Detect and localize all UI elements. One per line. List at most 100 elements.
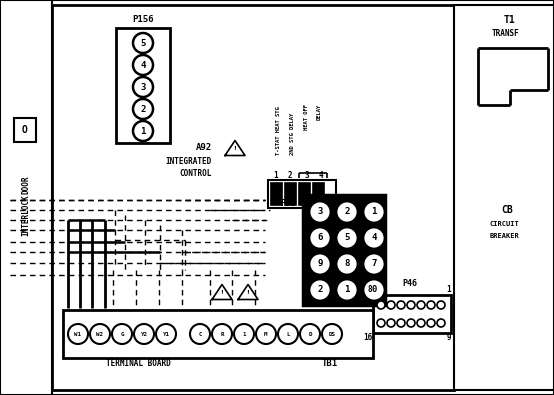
Text: 9: 9 — [317, 260, 322, 269]
Circle shape — [417, 301, 425, 309]
Text: 2: 2 — [140, 105, 146, 113]
Text: 3: 3 — [305, 171, 309, 179]
Text: O: O — [22, 125, 28, 135]
Circle shape — [427, 319, 435, 327]
Text: INTERLOCK: INTERLOCK — [22, 194, 30, 236]
Circle shape — [300, 324, 320, 344]
Text: T-STAT HEAT STG: T-STAT HEAT STG — [276, 106, 281, 155]
Text: CB: CB — [501, 205, 513, 215]
Circle shape — [309, 279, 331, 301]
Bar — [285, 183, 296, 205]
Bar — [303, 195, 385, 305]
Text: 8: 8 — [368, 286, 372, 295]
Text: 1: 1 — [345, 286, 350, 295]
Circle shape — [407, 319, 415, 327]
Circle shape — [336, 279, 358, 301]
Text: 1: 1 — [242, 331, 246, 337]
Text: TB1: TB1 — [322, 359, 338, 367]
Text: 2: 2 — [317, 286, 322, 295]
Text: D: D — [308, 331, 312, 337]
Circle shape — [417, 319, 425, 327]
Text: HEAT OFF: HEAT OFF — [305, 104, 310, 130]
Bar — [454, 5, 554, 390]
Text: 1: 1 — [140, 126, 146, 135]
Circle shape — [336, 201, 358, 223]
Text: INTEGRATED: INTEGRATED — [166, 158, 212, 167]
Circle shape — [363, 227, 385, 249]
Text: 4: 4 — [140, 60, 146, 70]
Text: 3: 3 — [140, 83, 146, 92]
Text: 5: 5 — [140, 38, 146, 47]
Text: 4: 4 — [319, 171, 324, 179]
Text: 2: 2 — [345, 207, 350, 216]
Text: TERMINAL BOARD: TERMINAL BOARD — [106, 359, 171, 367]
Circle shape — [112, 324, 132, 344]
Text: 1: 1 — [447, 286, 452, 295]
Circle shape — [336, 227, 358, 249]
Bar — [63, 310, 373, 358]
Text: 0: 0 — [371, 286, 377, 295]
Circle shape — [397, 301, 405, 309]
Text: DS: DS — [329, 331, 336, 337]
Text: Y2: Y2 — [141, 331, 147, 337]
Text: DOOR: DOOR — [22, 176, 30, 194]
Bar — [52, 5, 454, 390]
Bar — [373, 295, 451, 333]
Text: W1: W1 — [74, 331, 81, 337]
Text: P46: P46 — [403, 278, 418, 288]
Circle shape — [133, 33, 153, 53]
Text: BREAKER: BREAKER — [489, 233, 519, 239]
Bar — [268, 180, 336, 208]
Text: R: R — [220, 331, 224, 337]
Circle shape — [190, 324, 210, 344]
Circle shape — [387, 301, 395, 309]
Text: !: ! — [234, 147, 237, 152]
Text: W2: W2 — [96, 331, 104, 337]
Text: 1: 1 — [371, 207, 377, 216]
Circle shape — [377, 319, 385, 327]
Bar — [313, 183, 324, 205]
Circle shape — [363, 279, 385, 301]
Text: G: G — [120, 331, 124, 337]
Circle shape — [407, 301, 415, 309]
Text: DELAY: DELAY — [316, 104, 321, 120]
Circle shape — [437, 301, 445, 309]
Text: 2ND STG DELAY: 2ND STG DELAY — [290, 113, 295, 155]
Circle shape — [134, 324, 154, 344]
Circle shape — [133, 121, 153, 141]
Text: !: ! — [247, 290, 249, 295]
Circle shape — [133, 55, 153, 75]
Circle shape — [309, 201, 331, 223]
Circle shape — [336, 253, 358, 275]
Text: CONTROL: CONTROL — [179, 169, 212, 179]
Bar — [0, 0, 52, 395]
Text: P156: P156 — [132, 15, 154, 24]
Text: 9: 9 — [447, 333, 452, 342]
Text: 1: 1 — [274, 171, 278, 179]
Text: C: C — [198, 331, 202, 337]
Circle shape — [256, 324, 276, 344]
Bar — [299, 183, 310, 205]
Circle shape — [427, 301, 435, 309]
Circle shape — [377, 301, 385, 309]
Text: P58: P58 — [280, 199, 295, 207]
Bar — [14, 118, 36, 142]
Circle shape — [278, 324, 298, 344]
Text: !: ! — [220, 290, 223, 295]
Circle shape — [133, 99, 153, 119]
Text: 2: 2 — [288, 171, 293, 179]
Circle shape — [212, 324, 232, 344]
Circle shape — [397, 319, 405, 327]
Text: A92: A92 — [196, 143, 212, 152]
Text: 4: 4 — [371, 233, 377, 243]
Bar — [271, 183, 282, 205]
Text: M: M — [264, 331, 268, 337]
Text: TRANSF: TRANSF — [491, 28, 519, 38]
Text: 8: 8 — [345, 260, 350, 269]
Circle shape — [133, 77, 153, 97]
Circle shape — [363, 253, 385, 275]
Bar — [116, 28, 170, 143]
Circle shape — [234, 324, 254, 344]
Text: 5: 5 — [345, 233, 350, 243]
Circle shape — [68, 324, 88, 344]
